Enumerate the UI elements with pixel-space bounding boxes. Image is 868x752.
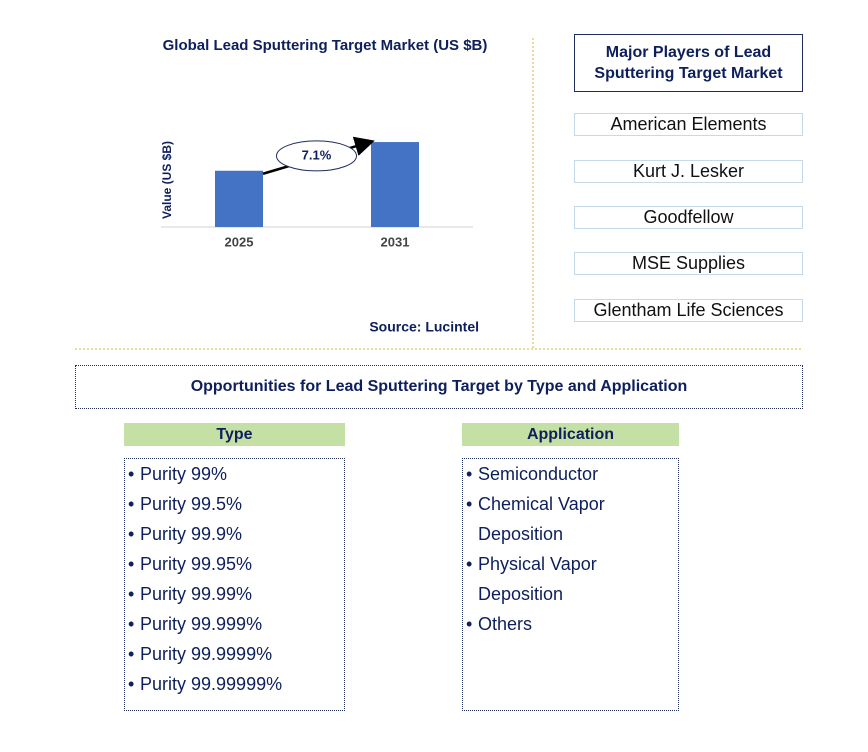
type-item: Purity 99.5% <box>125 489 344 519</box>
bar <box>371 142 419 227</box>
cagr-bubble <box>276 140 357 172</box>
application-item: Chemical Vapor Deposition <box>463 489 678 549</box>
bar <box>215 170 263 227</box>
cagr-label: 7.1% <box>302 147 332 162</box>
player: MSE Supplies <box>574 252 803 275</box>
type-item: Purity 99.9999% <box>125 639 344 669</box>
player: Glentham Life Sciences <box>574 299 803 322</box>
type-item: Purity 99.999% <box>125 609 344 639</box>
chart-title: Global Lead Sputtering Target Market (US… <box>163 37 488 54</box>
application-item: Semiconductor <box>463 459 678 489</box>
type-header: Type <box>124 423 345 446</box>
x-tick-label: 2031 <box>381 234 410 249</box>
application-item: Others <box>463 609 678 639</box>
players-title: Major Players of Lead Sputtering Target … <box>574 34 803 92</box>
application-list: SemiconductorChemical Vapor DepositionPh… <box>462 458 679 711</box>
x-tick-label: 2025 <box>225 234 254 249</box>
y-axis-label: Value (US $B) <box>160 141 174 219</box>
type-item: Purity 99.9% <box>125 519 344 549</box>
application-header: Application <box>462 423 679 446</box>
opportunities-title: Opportunities for Lead Sputtering Target… <box>75 365 803 409</box>
player: Kurt J. Lesker <box>574 160 803 183</box>
type-item: Purity 99% <box>125 459 344 489</box>
player: American Elements <box>574 113 803 136</box>
application-item: Physical Vapor Deposition <box>463 549 678 609</box>
type-list: Purity 99%Purity 99.5%Purity 99.9%Purity… <box>124 458 345 711</box>
type-item: Purity 99.95% <box>125 549 344 579</box>
type-item: Purity 99.99% <box>125 579 344 609</box>
player: Goodfellow <box>574 206 803 229</box>
type-item: Purity 99.99999% <box>125 669 344 699</box>
source: Source: Lucintel <box>369 319 479 335</box>
